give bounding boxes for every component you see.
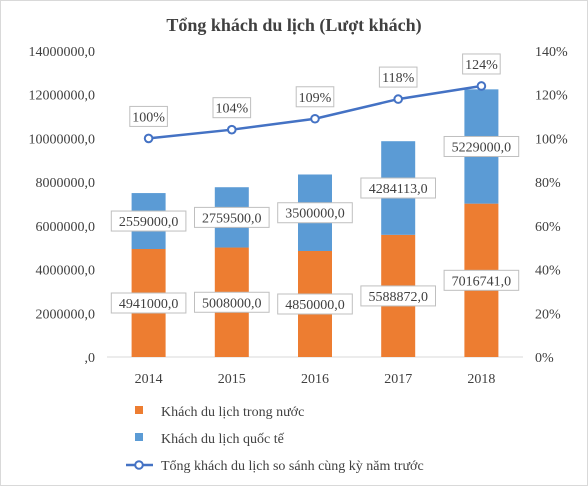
data-label-total: 109% (295, 86, 335, 108)
y-right-tick-label: 80% (535, 176, 561, 191)
data-label-domestic-box (194, 291, 270, 313)
y-left-tick-label: 14000000,0 (29, 45, 96, 60)
data-label-total: 104% (212, 97, 252, 119)
y-right-tick-label: 20% (535, 307, 561, 322)
data-label-total-text: 109% (299, 91, 332, 106)
data-label-domestic-text: 4850000,0 (285, 298, 345, 313)
y-left-tick-label: 4000000,0 (36, 264, 96, 279)
data-label-international-box (360, 177, 436, 199)
y-left-tick-label: 8000000,0 (36, 176, 96, 191)
line-marker (476, 81, 487, 91)
y-left-tick-label: ,0 (85, 351, 96, 366)
data-label-international-text: 2759500,0 (202, 211, 262, 226)
y-left-tick-label: 2000000,0 (36, 307, 96, 322)
data-label-international: 2559000,0 (110, 210, 187, 232)
data-label-international-box (277, 202, 353, 224)
data-label-international-box (443, 135, 520, 157)
data-label-international: 3500000,0 (277, 202, 353, 224)
chart-title: Tổng khách du lịch (Lượt khách) (166, 15, 421, 36)
legend-swatch-marker (134, 460, 144, 470)
data-label-total: 118% (378, 66, 418, 88)
line-marker (227, 124, 237, 135)
y-right-tick-label: 140% (535, 45, 568, 60)
data-label-domestic-box (360, 285, 436, 307)
data-label-total: 100% (129, 105, 168, 127)
legend: Khách du lịch trong nước Khách du lịch qu… (126, 405, 424, 474)
data-label-total-box (462, 53, 501, 75)
data-label-total-text: 124% (465, 58, 498, 73)
data-label-domestic: 5588872,0 (360, 285, 436, 307)
x-tick-label: 2018 (467, 372, 495, 387)
axes: ,0 2000000,0 4000000,0 6000000,0 8000000,0 10… (29, 45, 569, 387)
data-label-domestic-box (443, 269, 520, 291)
data-label-total-text: 118% (382, 71, 414, 86)
legend-label: Khách du lịch quốc tế (161, 432, 285, 447)
data-label-international-text: 5229000,0 (452, 140, 512, 155)
y-left-tick-label: 10000000,0 (29, 132, 96, 147)
x-tick-label: 2017 (384, 372, 412, 387)
data-label-domestic: 4941000,0 (110, 292, 187, 314)
x-tick-label: 2014 (135, 372, 163, 387)
data-label-domestic-text: 5588872,0 (368, 290, 428, 305)
line-marker (393, 94, 404, 104)
data-label-total: 124% (462, 53, 501, 75)
line-series (143, 81, 487, 144)
legend-label: Khách du lịch trong nước (161, 405, 304, 420)
legend-label: Tổng khách du lịch so sánh cùng kỳ năm t… (161, 459, 424, 474)
data-label-total-text: 100% (132, 110, 165, 125)
y-right-tick-label: 60% (535, 220, 561, 235)
data-label-international-box (110, 210, 187, 232)
data-label-total-text: 104% (215, 102, 248, 117)
legend-swatch (135, 406, 143, 414)
data-label-total-box (129, 105, 168, 127)
y-left-tick-label: 12000000,0 (29, 89, 96, 104)
data-label-domestic-box (277, 293, 353, 315)
data-label-domestic: 7016741,0 (443, 269, 520, 291)
data-label-international-text: 2559000,0 (119, 215, 179, 230)
y-right-tick-label: 100% (535, 132, 568, 147)
data-label-domestic-box (110, 292, 187, 314)
y-right-tick-label: 0% (535, 351, 554, 366)
y-left-tick-label: 6000000,0 (36, 220, 96, 235)
data-label-domestic-text: 7016741,0 (452, 274, 512, 289)
data-label-total-box (212, 97, 252, 119)
y-right-tick-label: 40% (535, 264, 561, 279)
data-label-international: 5229000,0 (443, 135, 520, 157)
data-labels: 4941000,0 5008000,0 4850000,0 5588872,0 7016… (110, 53, 520, 315)
y-right-tick-label: 120% (535, 89, 568, 104)
line-marker (310, 113, 320, 124)
data-label-international-text: 3500000,0 (285, 207, 345, 222)
data-label-domestic: 5008000,0 (194, 291, 270, 313)
data-label-total-box (295, 86, 335, 108)
x-tick-label: 2016 (301, 372, 329, 387)
data-label-domestic-text: 5008000,0 (202, 296, 262, 311)
data-label-international: 4284113,0 (360, 177, 436, 199)
data-label-international-text: 4284113,0 (369, 182, 428, 197)
data-label-domestic: 4850000,0 (277, 293, 353, 315)
legend-swatch (135, 433, 143, 441)
data-label-international-box (194, 206, 270, 228)
data-label-international: 2759500,0 (194, 206, 270, 228)
data-label-total-box (378, 66, 418, 88)
data-label-domestic-text: 4941000,0 (119, 297, 179, 312)
line-marker (143, 133, 154, 144)
x-tick-label: 2015 (218, 372, 246, 387)
